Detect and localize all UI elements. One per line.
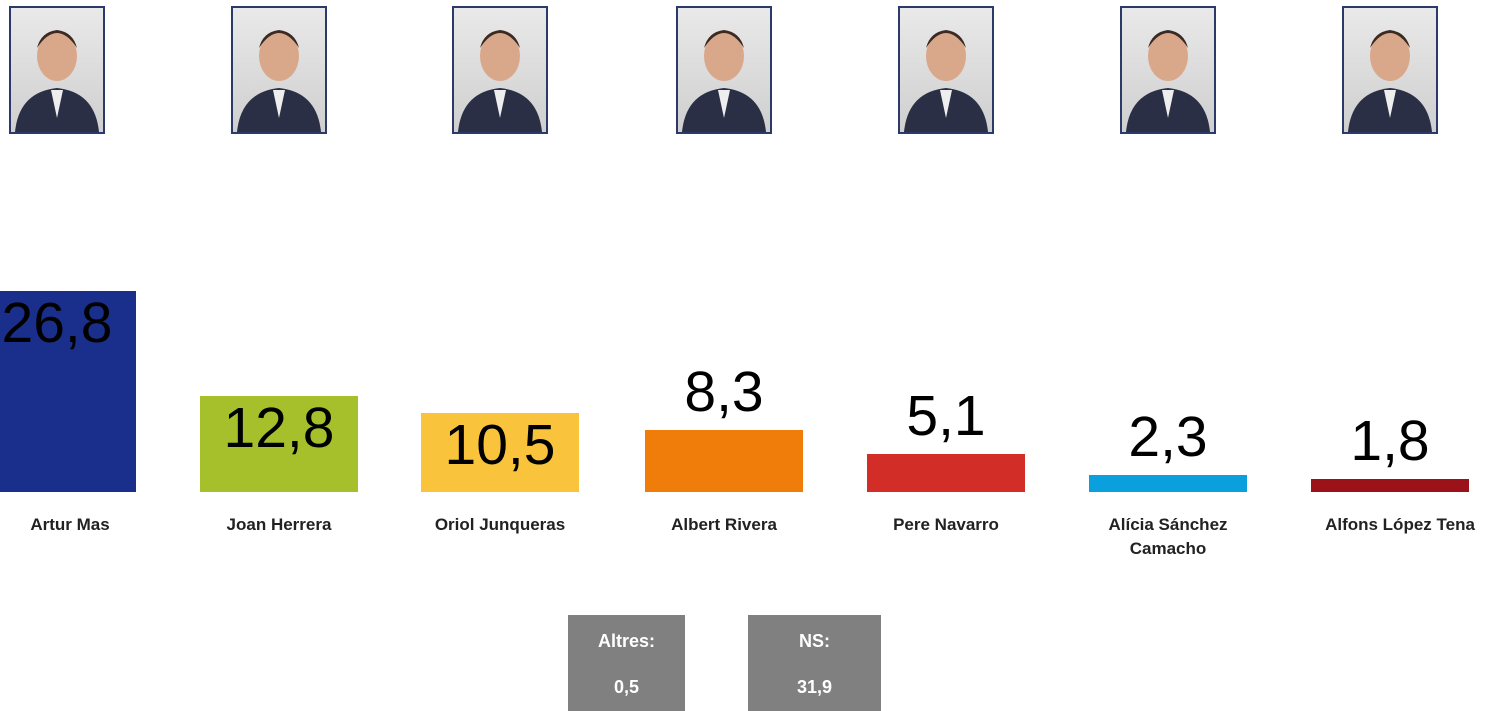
- category-label: Alícia Sánchez Camacho: [1078, 513, 1258, 561]
- bar: [645, 430, 803, 492]
- category-label: Pere Navarro: [846, 513, 1046, 537]
- value-label: 12,8: [179, 398, 379, 458]
- category-label: Joan Herrera: [179, 513, 379, 537]
- value-label: 26,8: [0, 293, 157, 353]
- summary-label: Altres:: [568, 631, 685, 652]
- bar: [867, 454, 1025, 492]
- value-label: 10,5: [400, 415, 600, 475]
- bar: [1089, 475, 1247, 492]
- value-label: 1,8: [1290, 411, 1490, 471]
- value-label: 8,3: [624, 362, 824, 422]
- summary-value: 0,5: [568, 677, 685, 698]
- category-label: Albert Rivera: [624, 513, 824, 537]
- value-label: 5,1: [846, 386, 1046, 446]
- category-label: Oriol Junqueras: [400, 513, 600, 537]
- candidate-photo: [676, 6, 772, 134]
- summary-value: 31,9: [748, 677, 881, 698]
- summary-box: NS: 31,9: [748, 615, 881, 711]
- candidate-photo: [1120, 6, 1216, 134]
- bar: [1311, 479, 1469, 493]
- value-label: 2,3: [1068, 407, 1268, 467]
- category-label: Artur Mas: [0, 513, 170, 537]
- candidate-photo: [9, 6, 105, 134]
- candidate-photo: [452, 6, 548, 134]
- category-label: Alfons López Tena: [1300, 513, 1499, 537]
- candidate-photo: [1342, 6, 1438, 134]
- candidate-photo: [231, 6, 327, 134]
- summary-label: NS:: [748, 631, 881, 652]
- page: 26,8 Artur Mas 12,8 Joan Herrera 10,5 Oriol J…: [0, 0, 1499, 711]
- summary-box: Altres: 0,5: [568, 615, 685, 711]
- candidate-photo: [898, 6, 994, 134]
